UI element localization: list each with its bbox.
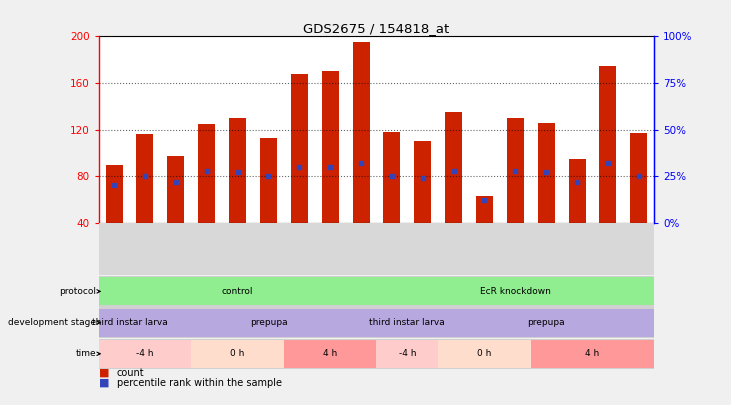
Bar [160, 309, 376, 337]
Bar [445, 112, 462, 223]
Bar [414, 141, 431, 223]
Bar [538, 123, 555, 223]
Bar [531, 340, 654, 368]
Text: ■: ■ [99, 378, 109, 388]
Bar [507, 118, 524, 223]
Bar [376, 340, 438, 368]
Text: count: count [117, 368, 145, 378]
Bar [376, 277, 654, 305]
Bar [99, 309, 160, 337]
Bar [376, 309, 438, 337]
Text: time: time [75, 349, 96, 358]
Text: 0 h: 0 h [477, 349, 492, 358]
Bar [476, 196, 493, 223]
Bar [198, 124, 215, 223]
Text: third instar larva: third instar larva [91, 318, 167, 327]
Bar [291, 74, 308, 223]
Text: EcR knockdown: EcR knockdown [480, 287, 550, 296]
Text: ■: ■ [99, 368, 109, 378]
Text: percentile rank within the sample: percentile rank within the sample [117, 378, 282, 388]
Text: prepupa: prepupa [249, 318, 287, 327]
Bar [438, 309, 654, 337]
Bar [630, 133, 648, 223]
Text: -4 h: -4 h [136, 349, 154, 358]
Bar [284, 340, 376, 368]
Text: -4 h: -4 h [398, 349, 416, 358]
Text: prepupa: prepupa [527, 318, 565, 327]
Bar [260, 138, 277, 223]
Text: development stage: development stage [8, 318, 96, 327]
Bar [229, 118, 246, 223]
Title: GDS2675 / 154818_at: GDS2675 / 154818_at [303, 22, 450, 35]
Text: 0 h: 0 h [230, 349, 245, 358]
Bar [99, 340, 192, 368]
Bar [167, 156, 184, 223]
Bar [352, 42, 369, 223]
Bar [137, 134, 154, 223]
Bar [569, 159, 586, 223]
Text: 4 h: 4 h [323, 349, 337, 358]
Bar [99, 277, 376, 305]
Text: third instar larva: third instar larva [369, 318, 445, 327]
Bar [106, 164, 123, 223]
Bar [383, 132, 401, 223]
Bar [599, 66, 616, 223]
Bar [192, 340, 284, 368]
Bar [322, 71, 338, 223]
Bar [438, 340, 531, 368]
Text: protocol: protocol [59, 287, 96, 296]
Text: control: control [221, 287, 254, 296]
Text: 4 h: 4 h [586, 349, 599, 358]
